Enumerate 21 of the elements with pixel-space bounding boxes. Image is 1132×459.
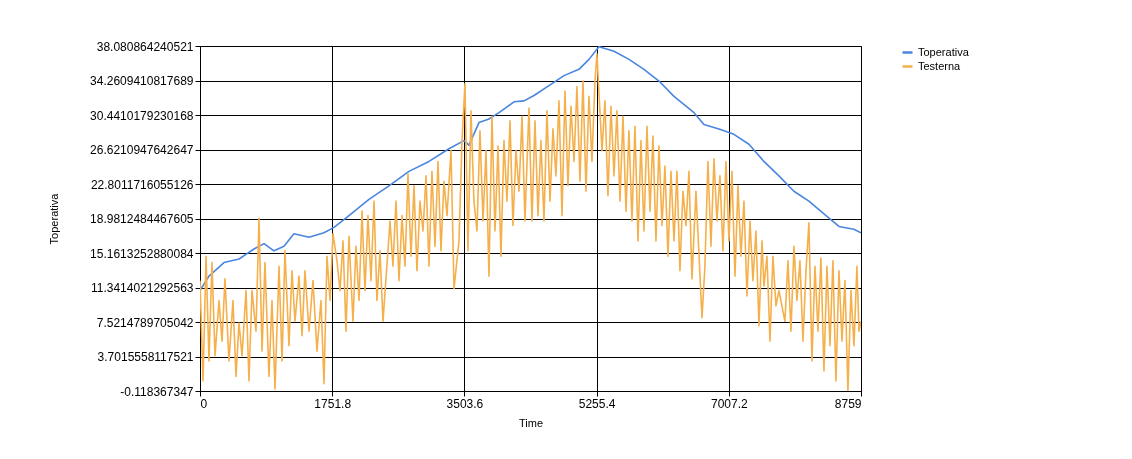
x-tick-label: 8759 xyxy=(834,396,862,411)
x-tick-label: 0 xyxy=(200,396,208,411)
y-tick-label: 38.080864240521 xyxy=(96,39,194,54)
x-tick-label: 7007.2 xyxy=(710,396,748,411)
y-tick-label: 22.8011716055126 xyxy=(90,177,194,192)
y-tick-label: 18.9812484467605 xyxy=(90,212,194,226)
y-tick-label: 30.4410179230168 xyxy=(90,108,194,123)
x-tick-label: 5255.4 xyxy=(578,396,616,411)
x-axis-title: Time xyxy=(518,416,544,429)
y-tick-label: -0.118367347 xyxy=(120,384,194,399)
x-tick-label: 3503.6 xyxy=(446,396,484,411)
y-axis-title: Toperativa xyxy=(48,192,61,245)
y-tick-label: 26.6210947642647 xyxy=(90,143,194,157)
y-tick-label: 15.1613252880084 xyxy=(90,246,194,261)
legend-label: Toperativa xyxy=(918,45,970,58)
y-tick-label: 34.2609410817689 xyxy=(90,74,194,88)
x-tick-label: 1751.8 xyxy=(314,396,352,411)
y-tick-label: 11.3414021292563 xyxy=(90,281,194,295)
y-tick-label: 7.5214789705042 xyxy=(96,315,194,330)
y-tick-label: 3.7015558117521 xyxy=(97,350,194,364)
legend-label: Testerna xyxy=(918,59,962,72)
